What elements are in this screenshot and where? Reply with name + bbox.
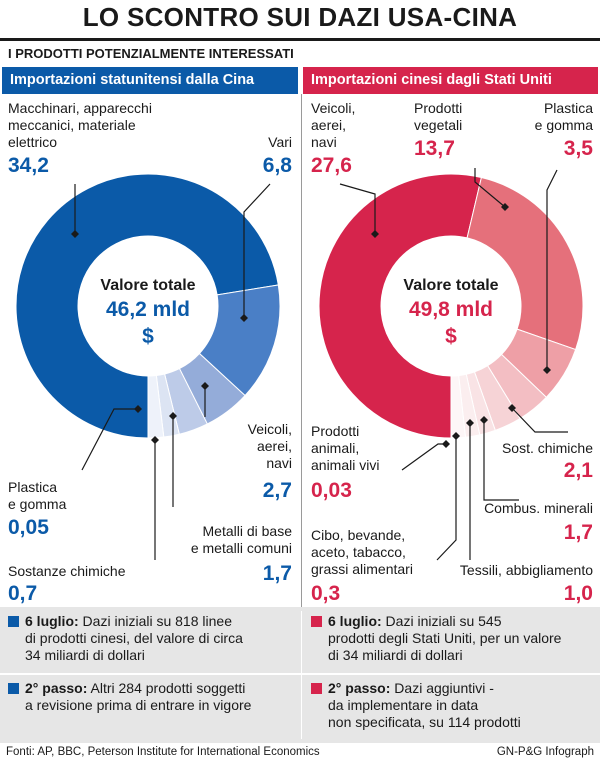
value-combus: 1,7 — [563, 521, 593, 544]
note-left-1: 6 luglio: Dazi iniziali su 818 linee di … — [25, 613, 243, 664]
blue-square-icon — [8, 683, 19, 694]
value-cibo: 0,3 — [311, 582, 341, 605]
note-left-2: 2° passo: Altri 284 prodotti soggetti a … — [25, 680, 251, 714]
leader-vari-marker — [240, 314, 248, 322]
label-cibo: Cibo, bevande, aceto, tabacco, grassi al… — [311, 527, 413, 577]
note-left-2-text: Altri 284 prodotti soggetti a revisione … — [25, 680, 252, 713]
left-panel-header: Importazioni statunitensi dalla Cina — [2, 67, 298, 94]
leader-metalli-marker — [169, 412, 177, 420]
note-right-2: 2° passo: Dazi aggiuntivi - da implement… — [328, 680, 521, 731]
leader-macchinari-marker — [71, 230, 79, 238]
label-veicoli-left: Veicoli, aerei, navi — [247, 421, 292, 471]
leader-plastica-right-marker — [543, 366, 551, 374]
sources-footer: Fonti: AP, BBC, Peterson Institute for I… — [6, 746, 320, 758]
value-veicoli-right: 27,6 — [311, 154, 352, 177]
note-right-2-text: Dazi aggiuntivi - da implementare in dat… — [328, 680, 521, 730]
label-metalli: Metalli di base e metalli comuni — [190, 523, 292, 556]
label-vari: Vari — [268, 134, 292, 150]
credit-footer: GN-P&G Infograph — [496, 746, 594, 758]
label-animali: Prodotti animali, animali vivi — [311, 423, 380, 473]
red-square-icon — [311, 616, 322, 627]
note-left-1-text: Dazi iniziali su 818 linee di prodotti c… — [25, 613, 243, 663]
blue-square-icon — [8, 616, 19, 627]
value-plastica-right: 3,5 — [563, 137, 593, 160]
label-macchinari: Macchinari, apparecchi meccanici, materi… — [8, 100, 152, 150]
leader-vegetali — [474, 168, 506, 208]
leader-sostchim — [511, 407, 568, 433]
leader-combus-marker — [480, 416, 488, 424]
right-slice-prodotti-vegetali — [466, 176, 584, 351]
right-panel-header: Importazioni cinesi dagli Stati Uniti — [303, 67, 598, 94]
value-animali: 0,03 — [311, 479, 352, 502]
value-plastica-left: 0,05 — [8, 516, 49, 539]
leader-tessili-marker — [466, 419, 474, 427]
note-right-1: 6 luglio: Dazi iniziali su 545 prodotti … — [328, 613, 561, 664]
value-sostchim: 2,1 — [563, 459, 593, 482]
notes-panel — [0, 607, 600, 743]
label-combus: Combus. minerali — [484, 500, 593, 516]
value-vegetali: 13,7 — [414, 137, 455, 160]
notes-divider-horizontal — [0, 673, 600, 675]
note-left-1-date: 6 luglio: — [25, 613, 79, 629]
leader-plastica-right — [546, 169, 558, 370]
label-vegetali: Prodotti vegetali — [414, 100, 463, 133]
leader-veicoli-right-marker — [371, 230, 379, 238]
leader-cibo — [436, 436, 457, 561]
leader-veicoli-right — [339, 183, 376, 234]
label-plastica-right: Plastica e gomma — [534, 100, 593, 133]
right-slice-prodotti-animali — [450, 375, 467, 439]
right-total-unit: $ — [445, 325, 457, 348]
note-right-2-step: 2° passo: — [328, 680, 391, 696]
leader-animali-marker — [442, 440, 450, 448]
left-slice-macchinari — [15, 173, 279, 439]
panel-divider — [301, 94, 302, 607]
label-sostchim: Sost. chimiche — [501, 440, 593, 456]
notes-divider-vertical — [301, 611, 302, 739]
value-metalli: 1,7 — [262, 562, 292, 585]
right-total-label: Valore totale — [403, 277, 499, 294]
value-veicoli-left: 2,7 — [262, 479, 292, 502]
left-total-label: Valore totale — [100, 277, 196, 294]
title-rule — [0, 38, 600, 41]
leader-sostchim-marker — [508, 404, 516, 412]
label-sostanze: Sostanze chimiche — [8, 563, 126, 579]
leader-sostanze-marker — [151, 436, 159, 444]
leader-plastica-left — [81, 408, 138, 471]
note-right-1-text: Dazi iniziali su 545 prodotti degli Stat… — [328, 613, 562, 663]
leader-vegetali-marker — [501, 203, 509, 211]
right-total-value: 49,8 mld — [408, 298, 494, 321]
note-right-1-date: 6 luglio: — [328, 613, 382, 629]
leader-cibo-marker — [452, 432, 460, 440]
right-slice-veicoli — [318, 173, 482, 439]
note-left-2-step: 2° passo: — [25, 680, 88, 696]
label-veicoli-right: Veicoli, aerei, navi — [311, 100, 356, 150]
label-tessili: Tessili, abbigliamento — [459, 562, 593, 578]
left-total-value: 46,2 mld — [105, 298, 191, 321]
value-sostanze: 0,7 — [8, 582, 38, 605]
red-square-icon — [311, 683, 322, 694]
left-slice-plastica — [147, 374, 165, 439]
leader-plastica-left-marker — [134, 405, 142, 413]
subtitle: I PRODOTTI POTENZIALMENTE INTERESSATI — [8, 46, 294, 61]
leader-combus — [483, 420, 519, 501]
value-macchinari: 34,2 — [8, 154, 49, 177]
leader-animali — [401, 443, 446, 471]
value-tessili: 1,0 — [563, 582, 593, 605]
infographic-title: LO SCONTRO SUI DAZI USA-CINA — [82, 2, 518, 32]
leader-vari — [243, 183, 271, 318]
value-vari: 6,8 — [262, 154, 292, 177]
leader-veicoli-left-marker — [201, 382, 209, 390]
left-total-unit: $ — [142, 325, 154, 348]
label-plastica-left: Plastica e gomma — [8, 479, 67, 512]
